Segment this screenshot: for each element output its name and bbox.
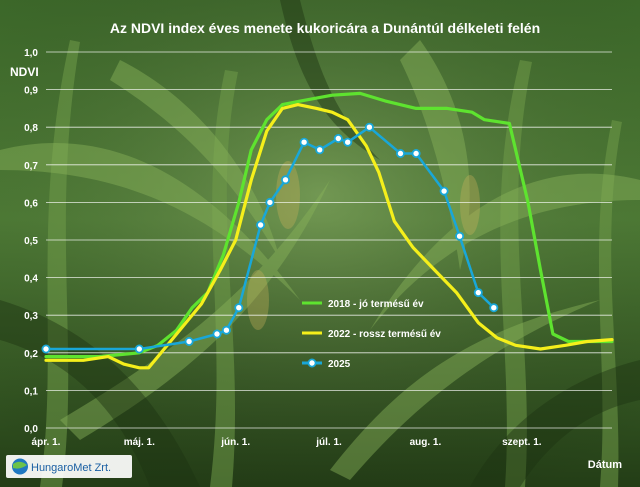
y-tick-label: 0,0 [24,424,38,435]
data-point [473,288,483,298]
data-point [299,137,309,147]
legend-label: 2018 - jó termésű év [328,299,424,310]
chart-series [41,91,614,370]
y-axis-label: NDVI [10,65,39,79]
data-point [343,137,353,147]
legend-marker [307,358,317,368]
y-tick-label: 0,8 [24,123,38,134]
chart-title: Az NDVI index éves menete kukoricára a D… [110,20,540,36]
x-tick-label: aug. 1. [410,437,442,448]
y-tick-label: 0,1 [24,386,38,397]
legend-item: 2022 - rossz termésű év [302,329,441,340]
data-point [315,145,325,155]
data-point [333,133,343,143]
x-tick-label: szept. 1. [502,437,542,448]
x-tick-label: jún. 1. [220,437,250,448]
x-axis-label: Dátum [588,459,622,471]
x-tick-label: júl. 1. [315,437,342,448]
data-point [439,186,449,196]
data-point [411,148,421,158]
y-tick-label: 1,0 [24,48,38,59]
y-tick-label: 0,2 [24,349,38,360]
legend-item: 2018 - jó termésű év [302,299,424,310]
x-tick-label: máj. 1. [124,437,155,448]
x-axis-ticks: ápr. 1. máj. 1. jún. 1. júl. 1. aug. 1. szept… [32,437,542,448]
y-tick-label: 0,9 [24,86,38,97]
data-point [134,344,144,354]
data-point [364,122,374,132]
hungaromet-logo: HungaroMet Zrt. [6,455,132,478]
data-point [212,329,222,339]
legend-label: 2022 - rossz termésű év [328,329,441,340]
y-tick-label: 0,3 [24,311,38,322]
data-point [395,148,405,158]
logo-text: HungaroMet Zrt. [31,462,111,474]
data-point [221,325,231,335]
data-point [234,303,244,313]
legend-label: 2025 [328,359,351,370]
series-2 [44,103,614,370]
data-point [280,175,290,185]
data-point [489,303,499,313]
y-tick-label: 0,5 [24,236,38,247]
data-point [184,336,194,346]
y-tick-label: 0,7 [24,161,38,172]
data-point [256,220,266,230]
series-line [44,91,614,359]
series-1 [44,91,614,359]
y-axis-ticks: 0,0 0,1 0,2 0,3 0,4 0,5 0,6 0,7 0,8 0,9 1,0 [24,48,38,435]
series-3 [41,122,499,354]
data-point [455,231,465,241]
x-tick-label: ápr. 1. [32,437,61,448]
legend-item: 2025 [302,358,351,370]
y-tick-label: 0,4 [24,274,38,285]
series-line [44,103,614,370]
y-tick-label: 0,6 [24,198,38,209]
data-point [265,197,275,207]
data-point [41,344,51,354]
chart-legend: 2018 - jó termésű év 2022 - rossz termésű… [302,299,441,370]
